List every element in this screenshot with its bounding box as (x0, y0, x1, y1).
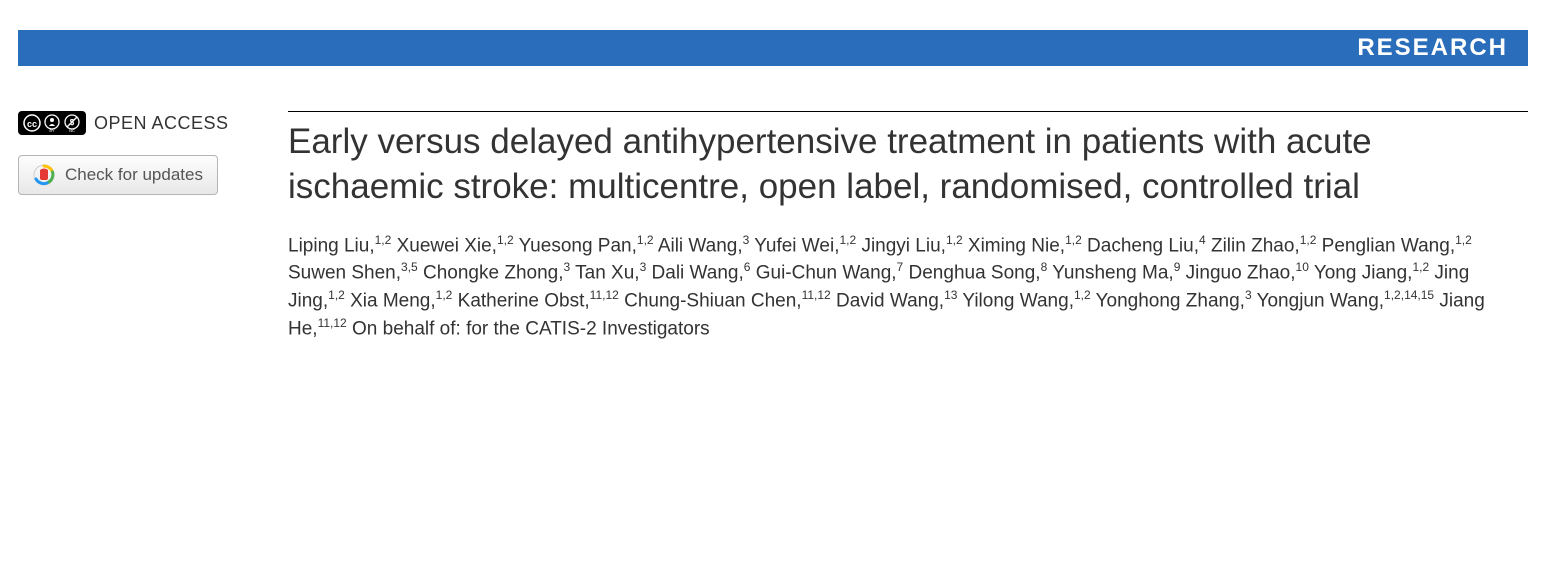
author-name: David Wang (836, 291, 939, 312)
author-affiliation: 1,2 (1455, 233, 1472, 247)
author-affiliation: 11,12 (318, 316, 347, 330)
author-affiliation: 3 (640, 260, 647, 274)
author-affiliation: 9 (1174, 260, 1181, 274)
svg-text:cc: cc (27, 119, 37, 129)
author-name: Denghua Song (909, 263, 1036, 284)
author-name: Yong Jiang (1314, 263, 1407, 284)
article-title: Early versus delayed antihypertensive tr… (288, 120, 1528, 210)
author-affiliation: 6 (744, 260, 751, 274)
author-affiliation: 1,2 (839, 233, 856, 247)
author-name: Aili Wang (658, 235, 738, 256)
author-affiliation: 3 (743, 233, 750, 247)
author-name: Yunsheng Ma (1052, 263, 1168, 284)
author-affiliation: 3 (1245, 288, 1252, 302)
author-name: Yonghong Zhang (1096, 291, 1240, 312)
check-updates-label: Check for updates (65, 165, 203, 185)
author-affiliation: 1,2 (497, 233, 514, 247)
author-affiliation: 4 (1199, 233, 1206, 247)
cc-license-icon: cc BY $ NC (18, 111, 86, 135)
author-name: Katherine Obst (458, 291, 585, 312)
author-name: Yuesong Pan (519, 235, 632, 256)
author-name: Dali Wang (652, 263, 739, 284)
author-affiliation: 1,2 (1300, 233, 1317, 247)
author-affiliation: 1,2 (436, 288, 453, 302)
author-affiliation: 1,2 (1065, 233, 1082, 247)
check-for-updates-button[interactable]: Check for updates (18, 155, 218, 195)
author-name: Dacheng Liu (1087, 235, 1194, 256)
open-access-label: OPEN ACCESS (94, 113, 229, 134)
author-name: Gui-Chun Wang (756, 263, 892, 284)
open-access-row: cc BY $ NC OPEN ACCESS (18, 111, 268, 135)
sidebar: cc BY $ NC OPEN ACCESS (18, 111, 288, 343)
author-name: Penglian Wang (1322, 235, 1450, 256)
author-name: Yongjun Wang (1257, 291, 1379, 312)
author-name: Zilin Zhao (1211, 235, 1294, 256)
author-affiliation: 1,2,14,15 (1384, 288, 1434, 302)
author-name: Yufei Wei (754, 235, 834, 256)
author-affiliation: 1,2 (1412, 260, 1429, 274)
author-affiliation: 1,2 (328, 288, 345, 302)
author-name: Yilong Wang (962, 291, 1068, 312)
author-name: Chung-Shiuan Chen (624, 291, 796, 312)
author-affiliation: 13 (944, 288, 957, 302)
author-list: Liping Liu,1,2 Xuewei Xie,1,2 Yuesong Pa… (288, 232, 1528, 344)
svg-text:BY: BY (49, 128, 55, 133)
author-name: Jinguo Zhao (1186, 263, 1291, 284)
author-affiliation: 1,2 (637, 233, 654, 247)
author-affiliation: 7 (897, 260, 904, 274)
author-affiliation: 1,2 (1074, 288, 1091, 302)
author-affiliation: 11,12 (590, 288, 619, 302)
author-affiliation: 1,2 (375, 233, 392, 247)
author-name: Xia Meng (350, 291, 430, 312)
content-wrapper: cc BY $ NC OPEN ACCESS (0, 111, 1546, 343)
article-header: Early versus delayed antihypertensive tr… (288, 111, 1528, 343)
crossmark-icon (33, 164, 55, 186)
author-name: Xuewei Xie (397, 235, 492, 256)
group-attribution: On behalf of: for the CATIS-2 Investigat… (352, 319, 710, 340)
author-affiliation: 1,2 (946, 233, 963, 247)
section-label: RESEARCH (1357, 34, 1508, 62)
svg-text:NC: NC (69, 128, 75, 133)
author-name: Jingyi Liu (861, 235, 940, 256)
author-name: Tan Xu (575, 263, 634, 284)
author-affiliation: 3,5 (401, 260, 418, 274)
author-name: Ximing Nie (968, 235, 1060, 256)
author-affiliation: 3 (564, 260, 571, 274)
author-name: Chongke Zhong (423, 263, 558, 284)
section-header-bar: RESEARCH (18, 30, 1528, 66)
author-name: Suwen Shen (288, 263, 396, 284)
author-affiliation: 11,12 (802, 288, 831, 302)
author-name: Liping Liu (288, 235, 369, 256)
author-affiliation: 8 (1041, 260, 1048, 274)
author-affiliation: 10 (1296, 260, 1309, 274)
